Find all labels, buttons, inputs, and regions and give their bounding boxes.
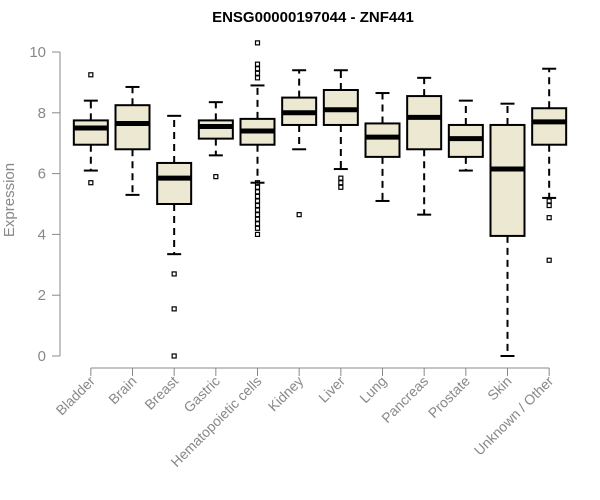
outlier-point: [254, 66, 261, 72]
x-tick-label: Breast: [141, 373, 181, 413]
y-tick-label: 10: [29, 44, 46, 61]
outlier-point: [171, 353, 177, 359]
outlier-point: [254, 221, 261, 227]
y-axis: 0 2 4 6 8 10: [29, 44, 61, 365]
outlier-point: [254, 184, 261, 190]
outlier-point: [254, 70, 261, 76]
y-tick-label: 4: [38, 226, 46, 243]
outlier-point: [254, 216, 261, 222]
outlier-point: [88, 180, 94, 186]
y-tick-label: 8: [38, 105, 46, 122]
outlier-point: [254, 225, 261, 231]
outlier-point: [254, 61, 261, 67]
y-tick-label: 2: [38, 287, 46, 304]
outlier-point: [546, 215, 552, 221]
outlier-point: [254, 207, 261, 213]
box-bladder: [72, 72, 109, 186]
outlier-point: [546, 202, 552, 209]
x-tick-label: Liver: [315, 373, 348, 406]
box-hematopoietic-cells: [239, 40, 276, 237]
x-tick-label: Brain: [105, 373, 139, 407]
iqr-box: [197, 119, 234, 140]
iqr-box: [489, 123, 526, 237]
outlier-point: [296, 212, 302, 218]
box-lung: [364, 92, 401, 202]
iqr-box: [156, 161, 193, 206]
outlier-point: [546, 198, 552, 204]
box-liver: [322, 69, 359, 190]
box-pancreas: [406, 76, 443, 216]
outlier-point: [254, 40, 261, 46]
outlier-point: [213, 174, 219, 180]
outlier-point: [254, 75, 261, 81]
y-tick-label: 6: [38, 166, 46, 183]
x-tick-label: Lung: [356, 373, 389, 406]
outlier-point: [171, 271, 177, 277]
x-tick-label: Unknown / Other: [471, 373, 557, 459]
outlier-point: [171, 306, 177, 312]
outlier-point: [254, 193, 261, 199]
iqr-box: [406, 95, 443, 151]
outlier-point: [254, 212, 261, 218]
iqr-box: [531, 107, 568, 146]
box-unknown-other: [531, 67, 568, 263]
outlier-point: [254, 198, 261, 204]
iqr-box: [114, 104, 151, 151]
outlier-point: [254, 189, 261, 195]
box-kidney: [281, 69, 318, 218]
x-tick-label: Kidney: [265, 373, 307, 415]
outlier-point: [338, 175, 344, 181]
outlier-point: [338, 184, 344, 190]
y-axis-label: Expression: [1, 163, 18, 237]
chart-title: ENSG00000197044 - ZNF441: [212, 9, 414, 26]
box-series: [72, 40, 568, 359]
outlier-point: [254, 231, 261, 237]
outlier-point: [254, 202, 261, 209]
iqr-box: [364, 122, 401, 158]
outlier-point: [546, 257, 552, 263]
box-breast: [156, 114, 193, 359]
x-tick-label: Bladder: [53, 373, 99, 419]
box-brain: [114, 85, 151, 196]
outlier-point: [338, 180, 344, 186]
x-tick-label: Prostate: [425, 373, 473, 421]
y-tick-label: 0: [38, 348, 46, 365]
box-gastric: [197, 101, 234, 180]
iqr-box: [72, 119, 109, 146]
box-skin: [489, 102, 526, 357]
x-tick-label: Skin: [484, 373, 515, 404]
outlier-point: [88, 72, 94, 78]
box-prostate: [447, 99, 484, 172]
